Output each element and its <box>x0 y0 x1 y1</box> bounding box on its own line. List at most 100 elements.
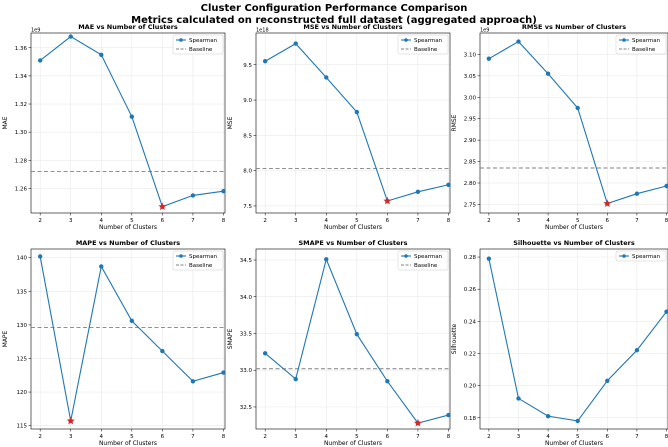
x-tick-label: 5 <box>576 218 580 224</box>
chart-panels: 2 3 4 5 6 7 8 1.26 1.28 1.30 1.32 1.34 1.36 MAE vs Nu… <box>2 23 668 447</box>
y-tick-label: 1.28 <box>15 158 28 164</box>
panel-title: MAPE vs Number of Clusters <box>76 239 180 247</box>
x-tick-label: 8 <box>222 434 226 440</box>
data-point <box>575 105 580 111</box>
y-tick-label: 3.00 <box>464 95 477 101</box>
y-tick-label: 32.5 <box>240 405 253 411</box>
x-tick-label: 4 <box>325 218 329 224</box>
x-tick-label: 7 <box>635 434 639 440</box>
panel-title: Silhouette vs Number of Clusters <box>513 239 635 247</box>
panel-title: MSE vs Number of Clusters <box>303 23 402 31</box>
data-point <box>293 41 298 46</box>
x-tick-label: 4 <box>546 434 550 440</box>
axis-offset-label: 1e9 <box>480 28 489 34</box>
legend-marker-spearman <box>404 38 408 42</box>
x-tick-label: 5 <box>130 434 134 440</box>
y-tick-label: 0.22 <box>464 351 476 357</box>
x-tick-label: 5 <box>130 218 134 224</box>
legend-label-baseline: Baseline <box>632 47 656 53</box>
plot-area-frame <box>255 32 451 214</box>
y-tick-label: 1.32 <box>15 102 27 108</box>
data-point <box>99 264 104 269</box>
data-point <box>446 412 451 418</box>
data-point <box>415 189 421 195</box>
y-tick-label: 33.0 <box>240 368 253 374</box>
data-point <box>190 193 196 198</box>
panel-title: SMAPE vs Number of Clusters <box>298 239 407 247</box>
data-point <box>486 56 492 61</box>
data-point <box>160 348 165 354</box>
x-tick-label: 8 <box>447 218 451 224</box>
x-tick-label: 7 <box>416 434 420 440</box>
plot-area-frame <box>30 248 226 430</box>
data-point <box>190 379 196 384</box>
x-tick-label: 3 <box>294 434 298 440</box>
data-point <box>545 71 551 76</box>
x-tick-label: 5 <box>355 218 359 224</box>
chart-panel-6: 2 3 4 5 6 7 8 0.18 0.20 0.22 0.24 0.26 0.28 Silhouett… <box>451 239 668 447</box>
data-point <box>324 75 329 80</box>
legend-marker-spearman <box>404 254 408 258</box>
x-tick-label: 3 <box>294 218 298 224</box>
best-marker-star <box>603 199 612 207</box>
data-point <box>575 418 580 424</box>
axis-offset-label: 1e18 <box>256 28 269 34</box>
y-axis-label: SMAPE <box>227 329 234 350</box>
y-axis-label: MSE <box>227 116 234 129</box>
best-marker-star <box>383 196 392 205</box>
legend-label-spearman: Spearman <box>414 38 443 44</box>
y-tick-label: 0.24 <box>464 319 477 325</box>
legend-label-baseline: Baseline <box>189 47 213 53</box>
x-tick-label: 2 <box>263 434 267 440</box>
data-point <box>545 413 551 419</box>
legend-marker-spearman <box>622 38 626 42</box>
y-tick-label: 9.0 <box>243 98 252 104</box>
legend-label-spearman: Spearman <box>189 38 218 44</box>
y-tick-label: 2.80 <box>464 181 477 187</box>
x-axis-label: Number of Clusters <box>545 440 603 447</box>
data-point <box>516 39 521 44</box>
x-tick-label: 2 <box>38 218 42 224</box>
x-tick-label: 7 <box>191 434 195 440</box>
x-axis-label: Number of Clusters <box>545 224 603 231</box>
x-tick-label: 2 <box>487 434 491 440</box>
y-tick-label: 33.5 <box>240 331 253 337</box>
figure-title: Cluster Configuration Performance Compar… <box>201 3 468 14</box>
x-tick-label: 6 <box>161 218 165 224</box>
x-tick-label: 8 <box>665 218 668 224</box>
legend-label-spearman: Spearman <box>189 254 218 260</box>
data-point <box>262 351 268 356</box>
y-tick-label: 2.75 <box>464 202 477 208</box>
data-point <box>293 376 298 382</box>
x-tick-label: 3 <box>69 434 73 440</box>
y-tick-label: 7.5 <box>243 204 252 210</box>
legend-label-spearman: Spearman <box>632 254 661 260</box>
y-axis-label: RMSE <box>451 114 458 131</box>
data-point <box>99 52 104 57</box>
y-tick-label: 1.26 <box>15 186 28 192</box>
data-point <box>634 348 640 353</box>
y-tick-label: 0.26 <box>464 287 477 293</box>
x-tick-label: 6 <box>386 434 390 440</box>
data-point <box>221 370 226 375</box>
y-tick-label: 140 <box>17 256 28 262</box>
best-marker-star <box>413 418 422 427</box>
chart-panel-3: 2 3 4 5 6 7 8 2.75 2.80 2.85 2.90 2.95 3.00 3.05 3.10 R… <box>451 23 668 231</box>
plot-area-frame <box>479 248 668 430</box>
axis-offset-label: 1e9 <box>31 28 40 34</box>
x-axis-label: Number of Clusters <box>324 224 382 231</box>
data-point <box>68 34 73 39</box>
x-tick-label: 6 <box>606 434 610 440</box>
data-point <box>664 183 668 189</box>
y-tick-label: 0.18 <box>464 416 477 422</box>
data-point <box>634 191 640 196</box>
x-tick-label: 8 <box>222 218 226 224</box>
x-tick-label: 8 <box>447 434 451 440</box>
y-tick-label: 1.30 <box>15 130 28 136</box>
data-point <box>446 182 451 187</box>
y-axis-label: MAE <box>2 116 9 129</box>
y-tick-label: 125 <box>17 356 28 362</box>
y-axis-label: Silhouette <box>451 323 458 354</box>
plot-area-frame <box>255 248 451 430</box>
